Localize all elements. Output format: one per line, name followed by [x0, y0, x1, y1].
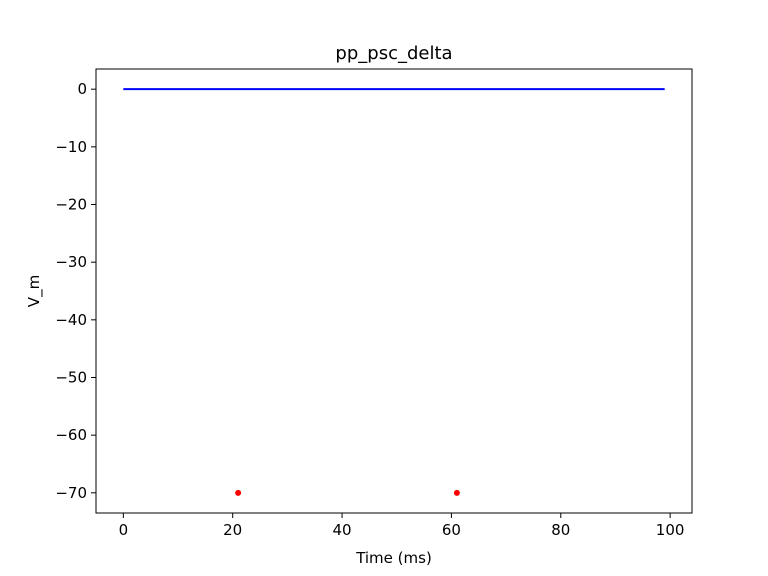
x-tick-label: 20: [223, 521, 242, 539]
y-tick-label: 0: [77, 80, 87, 98]
y-tick-label: −50: [55, 368, 87, 386]
x-tick-label: 40: [333, 521, 352, 539]
y-tick-label: −70: [55, 484, 87, 502]
axis-ticks: 0 20 40 60 80 100 0 −10 −20 −30 −40 −50 −60 −70: [55, 80, 684, 539]
x-tick-label: 100: [656, 521, 685, 539]
plot-area: [123, 88, 665, 496]
x-axis-label: Time (ms): [355, 549, 432, 567]
y-tick-label: −40: [55, 311, 87, 329]
data-point: [453, 489, 460, 496]
y-tick-label: −10: [55, 138, 87, 156]
y-tick-label: −60: [55, 426, 87, 444]
y-tick-label: −20: [55, 196, 87, 214]
chart-title: pp_psc_delta: [335, 43, 452, 64]
data-point: [235, 489, 242, 496]
axes-frame: [95, 68, 693, 514]
x-tick-label: 60: [442, 521, 461, 539]
x-tick-label: 80: [551, 521, 570, 539]
x-tick-label: 0: [119, 521, 129, 539]
y-axis-label: V_m: [25, 275, 44, 307]
y-tick-label: −30: [55, 253, 87, 271]
